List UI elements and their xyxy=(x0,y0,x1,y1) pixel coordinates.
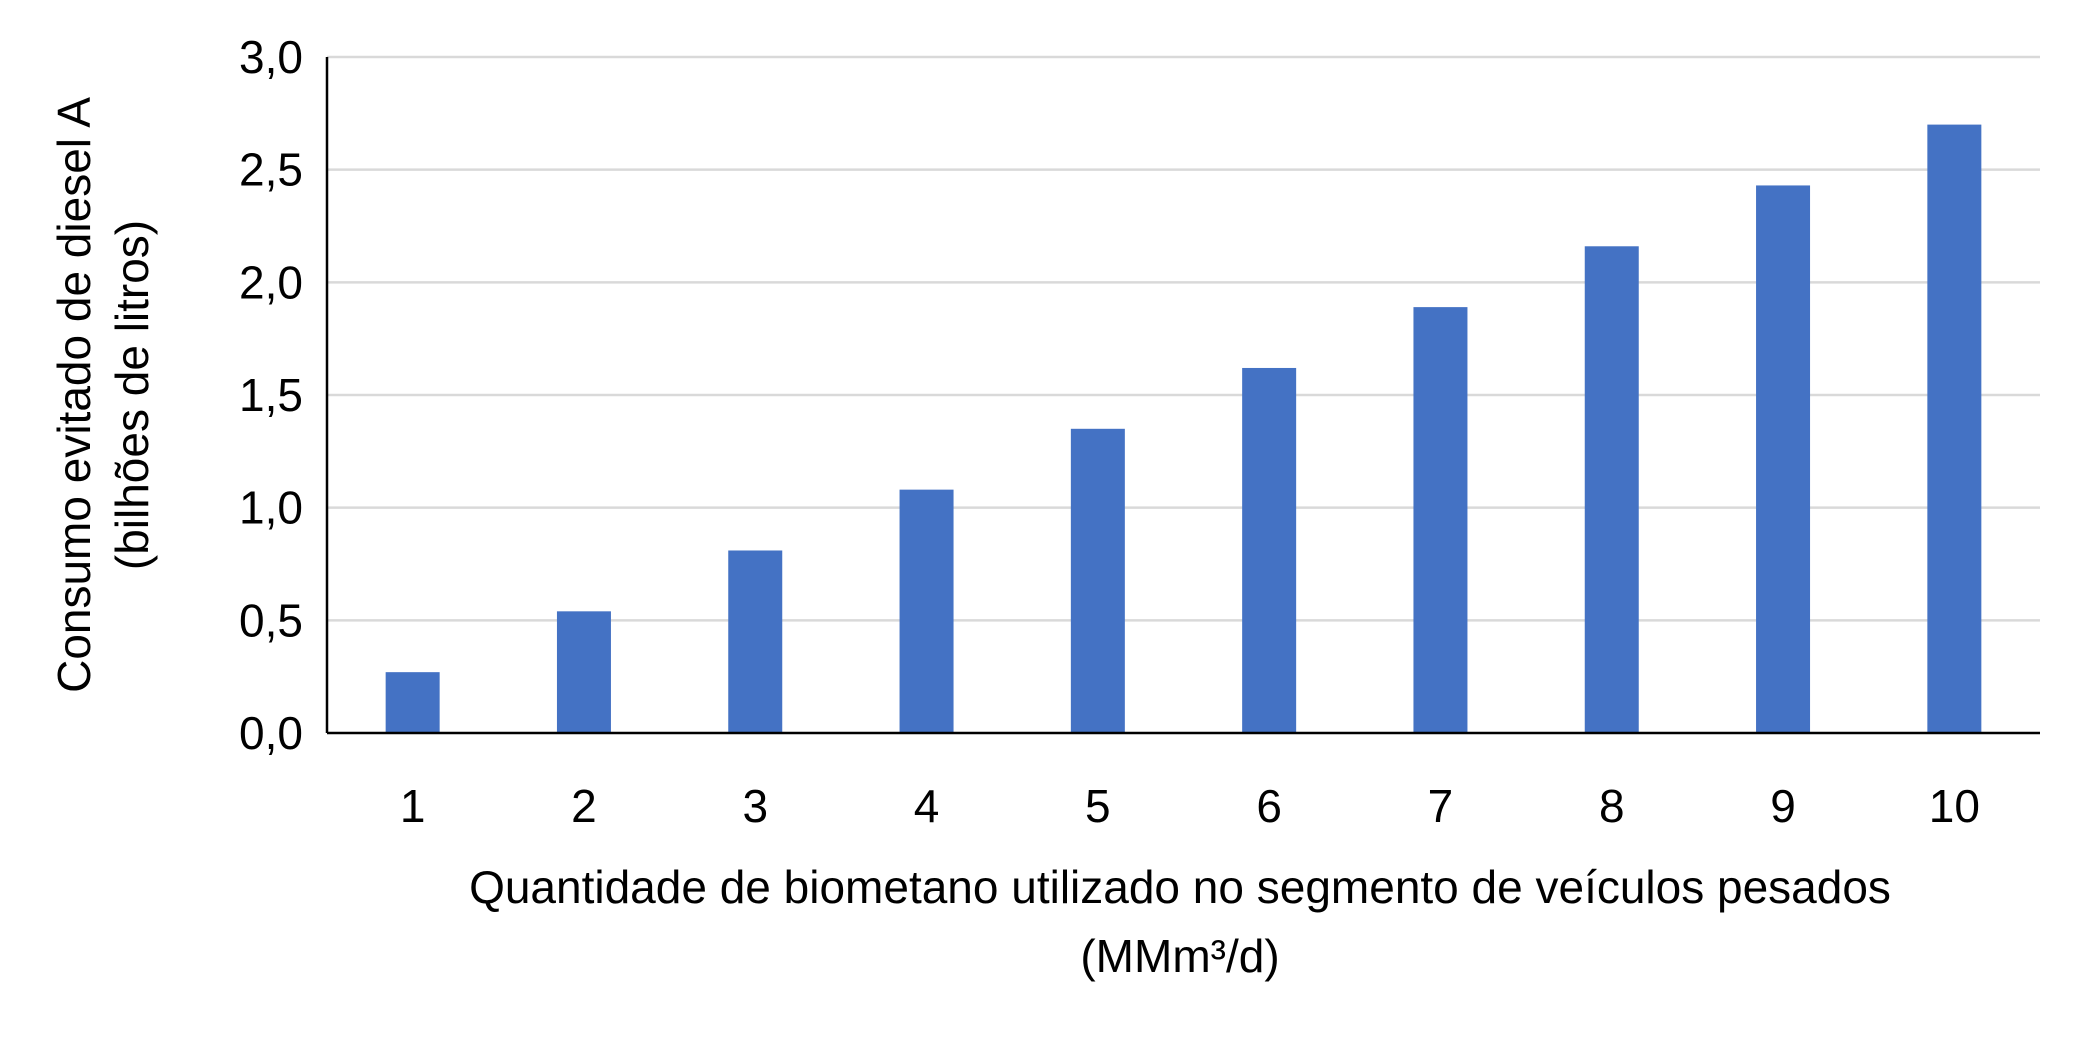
bar-2 xyxy=(556,611,611,733)
bar-3 xyxy=(728,550,783,733)
y-axis-title-line2: (bilhões de litros) xyxy=(106,220,158,570)
x-tick-label: 10 xyxy=(1929,780,1980,832)
bar-9 xyxy=(1756,185,1811,733)
bar-4 xyxy=(899,489,954,733)
bar-7 xyxy=(1413,307,1468,733)
axes xyxy=(325,57,2040,735)
x-tick-label: 7 xyxy=(1428,780,1454,832)
y-tick-label: 2,0 xyxy=(239,256,303,308)
x-tick-label: 9 xyxy=(1770,780,1796,832)
bar-1 xyxy=(385,672,440,733)
bar-6 xyxy=(1242,367,1297,733)
gridlines xyxy=(327,55,2040,622)
bar-10 xyxy=(1927,124,1982,734)
x-tick-label: 6 xyxy=(1256,780,1282,832)
bar-8 xyxy=(1584,246,1639,733)
bar-5 xyxy=(1070,428,1125,733)
y-tick-label: 3,0 xyxy=(239,31,303,83)
y-tick-label: 0,0 xyxy=(239,707,303,759)
x-tick-label: 1 xyxy=(400,780,426,832)
y-tick-labels: 0,0 0,5 1,0 1,5 2,0 2,5 3,0 xyxy=(239,31,303,759)
x-tick-label: 4 xyxy=(914,780,940,832)
y-tick-label: 0,5 xyxy=(239,594,303,646)
y-tick-label: 1,5 xyxy=(239,369,303,421)
y-tick-label: 1,0 xyxy=(239,482,303,534)
y-axis-title-line1: Consumo evitado de diesel A xyxy=(48,97,100,693)
x-tick-label: 8 xyxy=(1599,780,1625,832)
bars xyxy=(385,124,1982,734)
x-tick-label: 2 xyxy=(571,780,597,832)
x-axis-title-line1: Quantidade de biometano utilizado no seg… xyxy=(469,861,1891,913)
x-tick-labels: 1 2 3 4 5 6 7 8 9 10 xyxy=(400,780,1980,832)
y-tick-label: 2,5 xyxy=(239,144,303,196)
x-axis-title-line2: (MMm³/d) xyxy=(1080,930,1279,982)
x-tick-label: 3 xyxy=(742,780,768,832)
x-tick-label: 5 xyxy=(1085,780,1111,832)
